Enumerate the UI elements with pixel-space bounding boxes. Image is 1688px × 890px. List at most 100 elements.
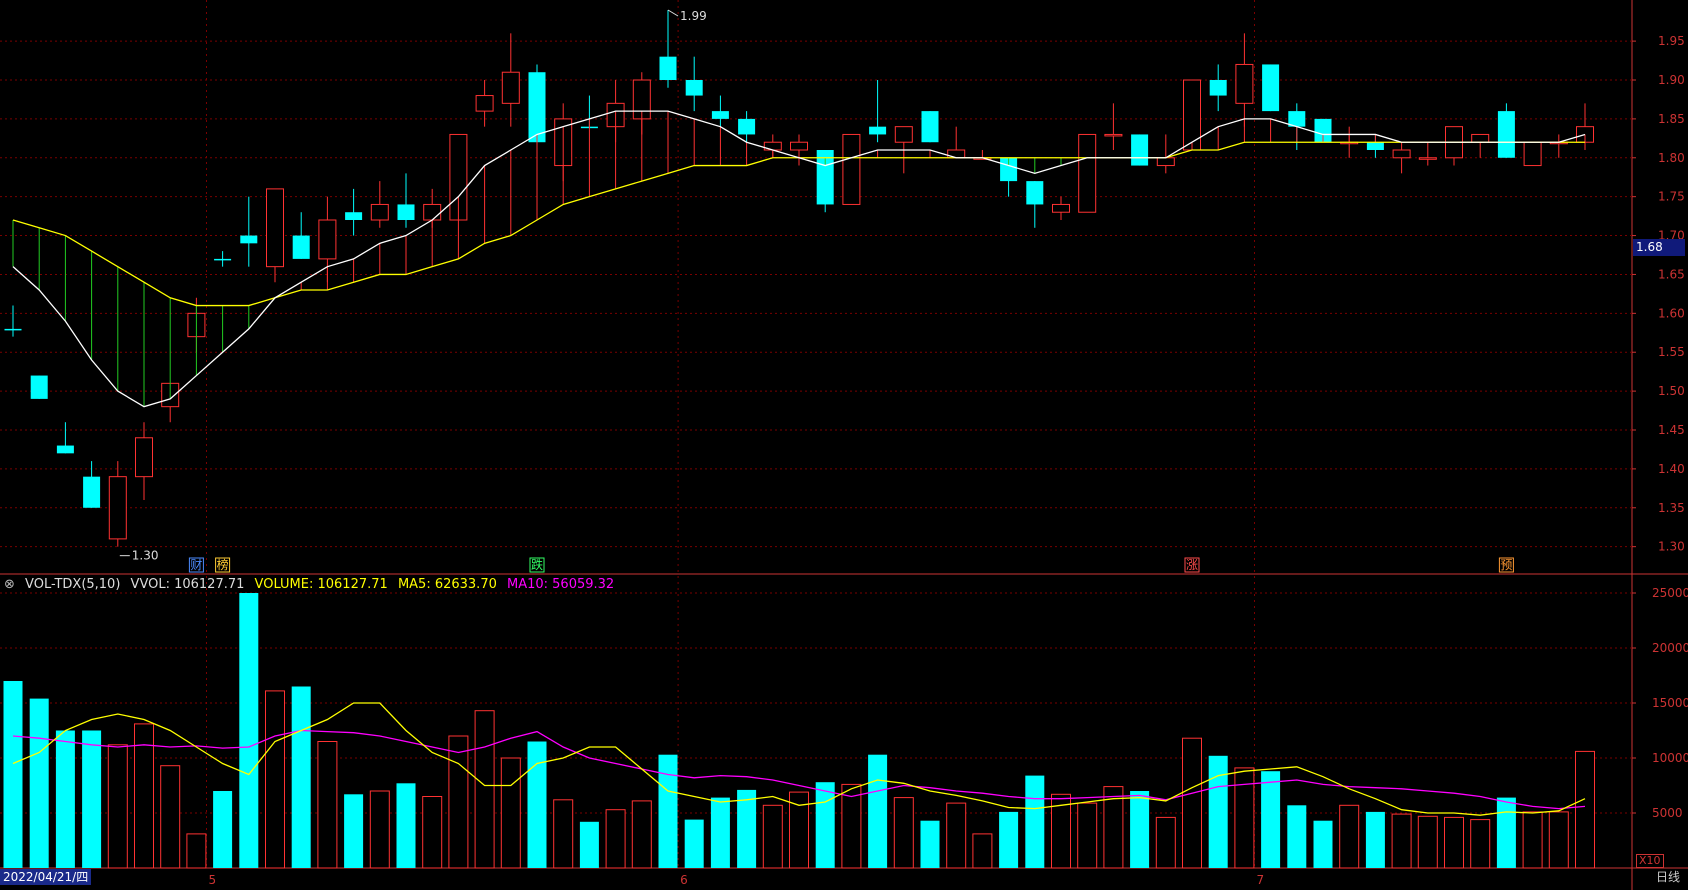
event-marker-box [215,557,231,573]
volume-bar [972,833,993,869]
candle-body [1418,157,1437,160]
candle-body [1156,157,1175,167]
event-marker: 涨 [1186,557,1198,572]
volume-bar [1103,786,1124,869]
volume-bar [1234,767,1255,869]
volume-bar [265,690,285,869]
volume-bar [134,723,154,869]
candle-body [921,111,939,143]
period-label[interactable]: 日线 [1655,870,1680,884]
current-price-badge: 1.68 [1633,239,1685,256]
volume-ma5-line [12,702,1586,816]
candle-body [83,476,101,508]
month-label: 6 [680,873,688,887]
volume-bar [999,811,1019,868]
volume-bar [1365,811,1385,868]
event-marker: 预 [1500,558,1512,572]
volume-bar [474,710,495,869]
volume-tick-label: 25000 [1652,586,1688,600]
candle-body [1262,64,1280,112]
volume-tick-label: 10000 [1652,751,1688,765]
volume-bar [605,809,626,869]
price-axis: 1.951.901.851.801.751.701.651.601.551.50… [209,34,1688,887]
event-marker-box [529,557,545,573]
volume-bar [762,804,783,869]
volume-bar [186,833,207,869]
zoom-indicator[interactable]: X10 [1636,854,1664,868]
ma-white-line [12,110,1586,408]
candle-body [108,476,127,540]
volume-bar [737,789,757,868]
vvol-value: VVOL: 106127.71 [130,577,245,592]
candle-body [501,71,520,104]
candle-body [1104,133,1123,137]
ma10-value: MA10: 56059.32 [507,577,615,592]
candle-body [1392,149,1411,159]
high-label: 1.99 [680,9,707,23]
volume-bar [500,757,521,869]
volume-bar [1155,816,1176,869]
price-tick-label: 1.50 [1658,384,1685,398]
volume-bar [1051,793,1071,869]
volume-bar [1417,815,1438,869]
month-label: 5 [209,873,217,887]
volume-bar [579,821,599,868]
volume-bar [107,744,128,869]
volume-value: VOLUME: 106127.71 [254,577,388,592]
volume-bar [213,791,233,868]
volume-ma10-line [12,729,1586,810]
candle-body [1497,111,1515,158]
indicator-name[interactable]: VOL-TDX(5,10) [25,577,121,592]
event-marker-box [188,557,204,573]
settings-icon[interactable]: ⊗ [4,577,15,592]
high-pointer [667,9,679,17]
candle-body [4,328,22,331]
event-marker: 跌 [531,557,543,572]
volume-bar [920,820,940,868]
volume-bar [1444,816,1464,869]
volume-bar [160,765,181,869]
candle-body [30,375,48,399]
event-marker: 财 [190,558,202,572]
candle-body [816,150,834,205]
event-marker-box [1184,557,1200,573]
candle-body [1235,63,1254,104]
price-tick-label: 1.90 [1658,73,1685,87]
candle-body [135,437,153,478]
candle-body [1366,142,1384,150]
volume-bar [1182,737,1202,869]
candle-body [894,126,913,143]
volume-bar [396,783,416,868]
volume-bar [1261,771,1281,868]
volume-bar [1025,775,1045,868]
candle-body [370,203,389,221]
volume-bar [893,797,914,869]
price-tick-label: 1.45 [1658,423,1685,437]
volume-tick-label: 5000 [1652,806,1683,820]
price-panel[interactable]: 1.99 1.30 [4,9,1594,563]
volume-bar [684,819,704,868]
volume-bar [1077,802,1098,869]
volume-bar [1339,804,1360,869]
candle-body [1288,111,1306,127]
candle-body [1000,157,1018,182]
candle-body [1471,133,1490,143]
volume-bar [1313,820,1333,868]
volume-legend: ⊗ VOL-TDX(5,10) VVOL: 106127.71 VOLUME: … [4,576,620,594]
candle-body [214,258,232,261]
candle-body [56,445,74,454]
price-tick-label: 1.35 [1658,501,1685,515]
event-markers: 财榜跌涨预 [188,557,1514,573]
candle-body [266,188,284,268]
volume-bar [344,794,364,868]
price-tick-label: 1.75 [1658,190,1685,204]
volume-panel[interactable] [3,593,1595,869]
volume-bar [55,730,75,868]
volume-bar [527,741,547,868]
volume-bar [1391,813,1412,869]
price-tick-label: 1.55 [1658,345,1685,359]
event-marker-box [1498,557,1514,573]
volume-tick-label: 15000 [1652,696,1688,710]
